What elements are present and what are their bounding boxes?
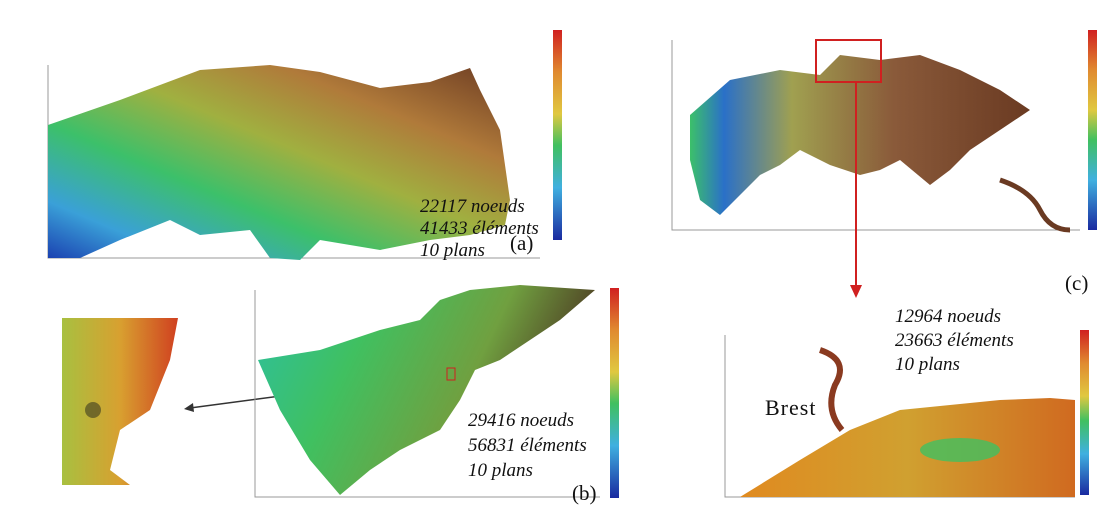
color-scale [1088,30,1097,230]
river [818,347,845,432]
axis [671,40,1080,231]
node-count: 22117 noeuds [420,196,525,217]
layer-count: 10 plans [420,240,485,261]
mesh-map [690,55,1030,215]
mesh-dense [85,402,101,418]
panel-label: (b) [572,481,597,505]
element-count: 41433 éléments [420,218,539,239]
color-scale [610,288,619,498]
element-count: 56831 éléments [468,435,587,456]
mesh-map [740,398,1075,497]
layer-count: 10 plans [468,460,533,481]
panel-b [254,285,619,498]
color-scale [553,30,562,240]
panel-a [47,30,562,260]
panel-c [671,30,1097,298]
river [999,177,1071,233]
node-count: 12964 noeuds [895,306,1001,327]
mesh-map [258,285,595,495]
zoom-box [815,39,882,83]
panel-label: (c) [1065,271,1088,295]
channel [920,438,1000,462]
color-scale [1080,330,1089,495]
axis [254,290,600,498]
mesh-map [62,318,178,485]
arrow-head [184,403,194,412]
node-count: 29416 noeuds [468,410,574,431]
panel-label: (a) [510,231,533,255]
element-count: 23663 éléments [895,330,1014,351]
mesh-map [48,65,510,260]
zoom-box [446,367,456,381]
layer-count: 10 plans [895,354,960,375]
panel-c-detail [724,330,1089,498]
arrow-head [850,285,862,298]
place-name: Brest [765,395,816,420]
